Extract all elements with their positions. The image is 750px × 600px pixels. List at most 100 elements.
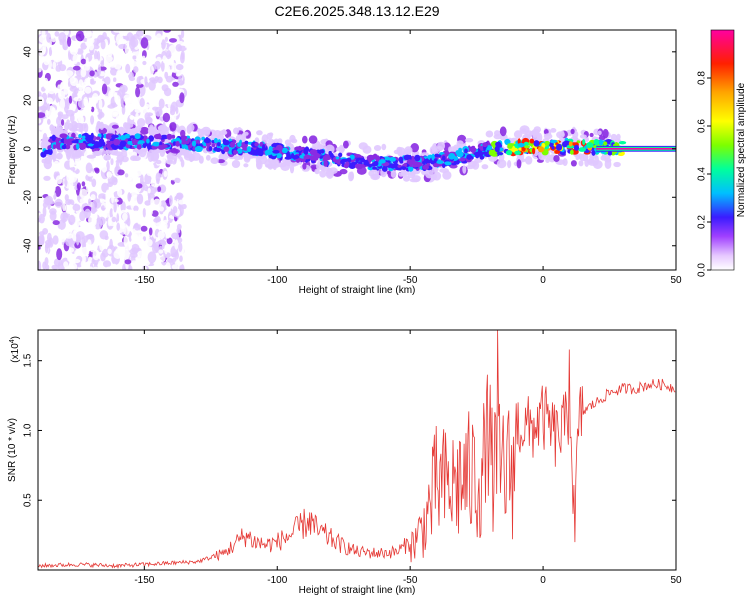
spectrogram-noise-blob xyxy=(79,211,86,222)
spectrogram-noise-blob xyxy=(63,261,69,268)
spectrogram-noise-blob xyxy=(343,216,346,222)
spectrogram-noise-blob xyxy=(94,168,100,174)
spectrogram-noise-blob xyxy=(175,64,184,71)
spectrogram-ridge-halo xyxy=(169,122,177,131)
spectrogram-noise-blob xyxy=(258,251,262,258)
spectrogram-x-tick-label: 50 xyxy=(670,275,682,286)
spectrogram-noise-blob xyxy=(251,205,257,211)
spectrogram-noise-blob xyxy=(209,219,217,223)
spectrogram-noise-blob xyxy=(217,209,220,216)
spectrogram-noise-blob xyxy=(287,41,291,46)
spectrogram-noise-blob xyxy=(38,118,42,124)
spectrogram-ridge-core xyxy=(76,143,80,150)
spectrogram-ridge-halo xyxy=(513,130,523,139)
spectrogram-noise-blob xyxy=(274,259,280,269)
spectrogram-ridge-core xyxy=(172,141,177,146)
spectrogram-ridge-halo xyxy=(343,140,349,149)
spectrogram-noise-blob xyxy=(443,179,448,188)
spectrogram-noise-blob xyxy=(68,172,78,183)
spectrogram-noise-blob xyxy=(251,267,256,270)
spectrogram-noise-blob xyxy=(147,57,153,65)
colorbar-gradient xyxy=(711,30,734,270)
spectrogram-noise-blob xyxy=(437,60,442,70)
spectrogram-ridge-core xyxy=(171,134,176,139)
spectrogram-ridge-halo xyxy=(348,171,354,182)
spectrogram-noise-blob xyxy=(231,52,238,61)
spectrogram-noise-blob xyxy=(201,259,206,267)
spectrogram-noise-blob xyxy=(164,71,169,80)
spectrogram-noise-blob xyxy=(333,230,341,238)
spectrogram-noise-blob xyxy=(78,79,84,92)
spectrogram-ridge-core xyxy=(618,141,627,145)
spectrogram-noise-blob xyxy=(265,107,269,114)
spectrogram-noise-blob xyxy=(109,238,113,251)
spectrogram-ridge-halo xyxy=(474,158,483,163)
spectrogram-noise-blob xyxy=(171,71,176,78)
spectrogram-ridge-halo xyxy=(319,164,326,171)
spectrogram-ridge-core xyxy=(303,154,311,160)
spectrogram-ridge-halo xyxy=(525,156,533,165)
spectrogram-noise-blob xyxy=(195,258,198,267)
spectrogram-ridge-core xyxy=(466,155,472,160)
spectrogram-ridge-core xyxy=(372,166,377,170)
snr-y-multiplier-exp: 4 xyxy=(9,339,16,343)
spectrogram-noise-blob xyxy=(241,81,244,89)
spectrogram-ridge-core xyxy=(297,145,302,152)
spectrogram-ridge-halo xyxy=(604,157,612,163)
spectrogram-noise-blob xyxy=(80,58,87,65)
spectrogram-ridge-halo xyxy=(584,157,590,167)
spectrogram-noise-blob xyxy=(181,203,187,210)
spectrogram-noise-blob xyxy=(38,213,45,224)
spectrogram-noise-blob xyxy=(178,199,186,205)
spectrogram-noise-blob xyxy=(376,224,379,228)
spectrogram-noise-blob xyxy=(123,235,129,247)
spectrogram-noise-blob xyxy=(313,131,319,137)
spectrogram-noise-blob xyxy=(138,264,143,270)
spectrogram-ridge-halo xyxy=(290,138,298,144)
spectrogram-noise-blob xyxy=(220,232,228,242)
spectrogram-ridge-core xyxy=(203,137,211,144)
spectrogram-noise-blob xyxy=(360,209,365,218)
spectrogram-noise-blob xyxy=(170,258,174,264)
spectrogram-noise-blob xyxy=(309,200,317,207)
spectrogram-noise-blob xyxy=(298,216,306,224)
spectrogram-ridge-core xyxy=(191,140,197,147)
spectrogram-noise-blob xyxy=(129,252,138,258)
spectrogram-noise-blob xyxy=(456,93,464,98)
spectrogram-noise-blob xyxy=(357,261,363,267)
spectrogram-noise-blob xyxy=(105,189,110,202)
snr-ticks: -150 -100 -50 0 50 0.5 1.0 1.5 xyxy=(23,330,682,586)
spectrogram-noise-blob xyxy=(124,259,132,265)
spectrogram-noise-blob xyxy=(343,186,349,193)
spectrogram-noise-blob xyxy=(199,84,206,91)
spectrogram-noise-blob xyxy=(200,239,206,244)
spectrogram-noise-blob xyxy=(98,111,105,118)
spectrogram-noise-blob xyxy=(334,223,339,228)
spectrogram-noise-blob xyxy=(127,217,131,227)
colorbar-tick-label: 0.6 xyxy=(697,119,708,133)
spectrogram-noise-blob xyxy=(411,200,418,206)
spectrogram-ridge-core xyxy=(184,140,190,145)
spectrogram-noise-blob xyxy=(269,84,276,92)
spectrogram-noise-blob xyxy=(469,239,477,244)
spectrogram-noise-blob xyxy=(288,219,291,224)
spectrogram-noise-blob xyxy=(54,186,62,197)
spectrogram-y-tick-label: -20 xyxy=(23,190,34,205)
spectrogram-noise-blob xyxy=(101,205,105,210)
spectrogram-ridge-halo xyxy=(598,135,606,141)
spectrogram-noise-blob xyxy=(471,118,478,124)
spectrogram-noise-blob xyxy=(388,190,395,200)
spectrogram-noise-blob xyxy=(380,201,388,211)
spectrogram-ridge-core xyxy=(309,155,318,161)
spectrogram-noise-blob xyxy=(286,103,290,109)
spectrogram-ridge-core xyxy=(78,134,82,138)
spectrogram-noise-blob xyxy=(415,59,421,63)
spectrogram-ridge-core xyxy=(550,139,558,144)
spectrogram-noise-blob xyxy=(76,182,81,191)
spectrogram-noise-blob xyxy=(79,188,88,199)
spectrogram-noise-blob xyxy=(69,77,76,84)
spectrogram-ridge-halo xyxy=(112,151,123,157)
spectrogram-ridge-halo xyxy=(302,162,307,170)
spectrogram-noise-blob xyxy=(38,34,48,44)
spectrogram-noise-blob xyxy=(115,115,122,122)
